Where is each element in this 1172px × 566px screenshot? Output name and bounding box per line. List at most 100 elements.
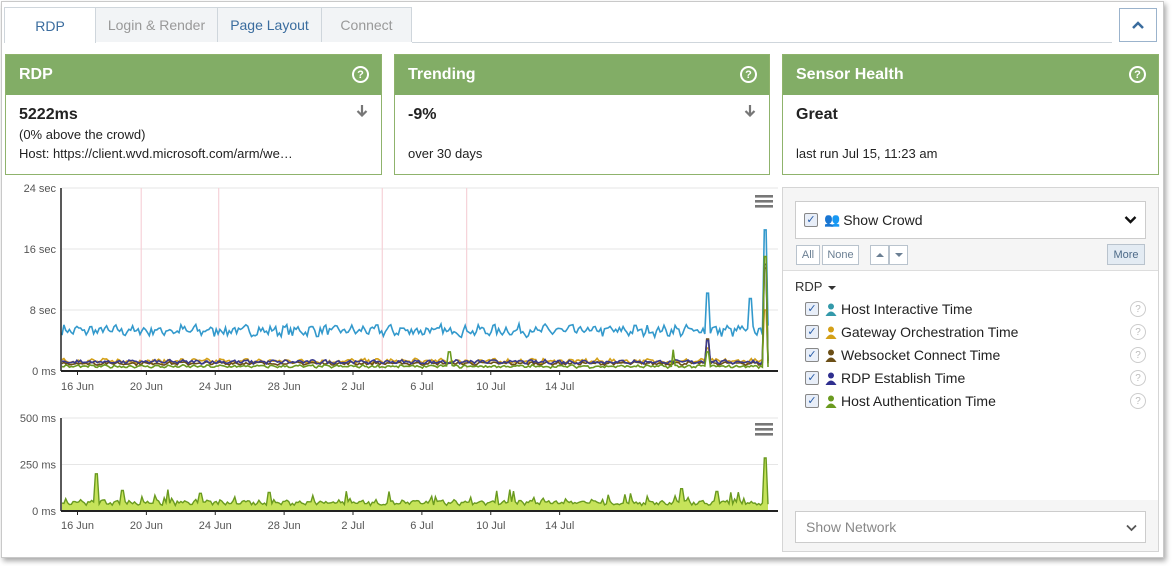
show-crowd-select[interactable]: ✓ 👥 Show Crowd [795,201,1146,239]
tab-bar: RDP Login & Render Page Layout Connect [4,7,412,43]
chevron-down-icon [1126,524,1137,532]
chevron-down-icon [1124,216,1137,224]
help-icon[interactable]: ? [352,66,369,83]
series-panel: ✓ 👥 Show Crowd All None More RDP ✓ Host I… [782,187,1159,552]
series-area [62,458,768,511]
more-button[interactable]: More [1107,244,1145,265]
sensor-health-card: Sensor Health ? Great last run Jul 15, 1… [782,54,1159,175]
series-label: Host Interactive Time [841,301,973,317]
tab-connect[interactable]: Connect [321,7,412,42]
x-tick-label: 16 Jun [61,381,94,393]
x-tick-label: 2 Jul [341,381,364,393]
series-line [61,255,769,370]
rdp-crowd-compare: (0% above the crowd) [19,127,146,142]
show-network-label: Show Network [806,519,897,535]
help-icon[interactable]: ? [1130,370,1146,386]
select-none-button[interactable]: None [822,245,859,265]
series-list: RDP ✓ Host Interactive Time? ✓ Gateway Orch… [783,270,1158,500]
network-chart[interactable]: 500 ms 250 ms 0 ms 16 Jun 20 Jun 24 Jun 28 Jun… [0,410,780,535]
tab-divider [412,42,1112,43]
y-tick-label: 16 sec [24,244,57,256]
tab-page-layout[interactable]: Page Layout [217,7,322,42]
show-crowd-label: Show Crowd [843,212,923,228]
series-checkbox[interactable]: ✓ [805,302,819,316]
series-item[interactable]: ✓ RDP Establish Time [805,368,965,388]
series-label: Host Authentication Time [841,393,996,409]
series-item[interactable]: ✓ Host Interactive Time [805,299,973,319]
arrow-down-icon [356,105,368,117]
series-checkbox[interactable]: ✓ [805,325,819,339]
y-tick-label: 0 ms [32,506,56,518]
rdp-value: 5222ms [19,106,78,123]
caret-up-icon [875,253,884,257]
tab-rdp[interactable]: RDP [4,7,96,43]
series-checkbox[interactable]: ✓ [805,394,819,408]
y-tick-label: 0 ms [32,366,56,378]
series-line [61,457,769,508]
series-label: RDP Establish Time [841,370,966,386]
x-tick-label: 20 Jun [130,381,163,393]
chevron-up-icon [1132,21,1144,29]
sensor-health-value: Great [796,106,838,123]
rdp-card-body: 5222ms (0% above the crowd) Host: https:… [6,95,381,173]
series-line [61,263,769,366]
help-icon[interactable]: ? [1130,347,1146,363]
series-label: Gateway Orchestration Time [841,324,1019,340]
x-tick-label: 16 Jun [61,520,94,532]
move-up-button[interactable] [870,245,889,265]
trending-value: -9% [408,106,437,123]
trending-card-title: Trending [408,66,476,83]
select-all-button[interactable]: All [796,245,820,265]
series-checkbox[interactable]: ✓ [805,371,819,385]
last-run: last run Jul 15, 11:23 am [796,146,938,161]
rdp-timing-chart[interactable]: 24 sec 16 sec 8 sec 0 ms 16 Jun 20 Jun 24 Jun 2… [0,180,780,395]
show-network-select[interactable]: Show Network [795,511,1146,543]
trending-card-body: -9% over 30 days [395,95,769,173]
x-tick-label: 24 Jun [199,381,232,393]
y-tick-label: 250 ms [20,460,57,472]
trending-card: Trending ? -9% over 30 days [394,54,770,175]
series-item[interactable]: ✓ Websocket Connect Time [805,345,1000,365]
x-tick-label: 2 Jul [341,520,364,532]
menu-icon[interactable] [755,423,773,436]
trending-period: over 30 days [408,146,483,161]
x-tick-label: 10 Jul [476,520,505,532]
x-tick-label: 6 Jul [410,381,433,393]
sensor-health-card-body: Great last run Jul 15, 11:23 am [783,95,1158,173]
y-tick-label: 500 ms [20,413,57,425]
person-icon [825,326,837,339]
help-icon[interactable]: ? [1129,66,1146,83]
series-line [61,267,769,367]
sensor-health-card-header: Sensor Health ? [783,55,1158,95]
person-icon [825,372,837,385]
series-item[interactable]: ✓ Host Authentication Time [805,391,996,411]
help-icon[interactable]: ? [1130,393,1146,409]
series-group-label: RDP [795,279,823,294]
x-tick-label: 14 Jul [545,381,574,393]
help-icon[interactable]: ? [1130,324,1146,340]
menu-icon[interactable] [755,195,773,208]
x-tick-label: 20 Jun [130,520,163,532]
y-tick-label: 24 sec [24,183,57,195]
series-line [61,229,769,340]
series-item[interactable]: ✓ Gateway Orchestration Time [805,322,1018,342]
series-checkbox[interactable]: ✓ [805,348,819,362]
help-icon[interactable]: ? [1130,301,1146,317]
x-tick-label: 14 Jul [545,520,574,532]
person-icon [825,395,837,408]
tab-login-render[interactable]: Login & Render [95,7,218,42]
move-down-button[interactable] [889,245,908,265]
rdp-card-header: RDP ? [6,55,381,95]
series-group-rdp[interactable]: RDP [795,279,836,294]
x-tick-label: 6 Jul [410,520,433,532]
series-line [61,309,769,366]
collapse-button[interactable] [1119,8,1157,42]
help-icon[interactable]: ? [740,66,757,83]
show-crowd-checkbox[interactable]: ✓ [804,213,818,227]
rdp-card-title: RDP [19,66,53,83]
x-tick-label: 28 Jun [268,520,301,532]
x-tick-label: 10 Jul [476,381,505,393]
crowd-icon: 👥 [824,212,841,227]
sensor-health-card-title: Sensor Health [796,66,904,83]
rdp-host: Host: https://client.wvd.microsoft.com/a… [19,146,293,161]
